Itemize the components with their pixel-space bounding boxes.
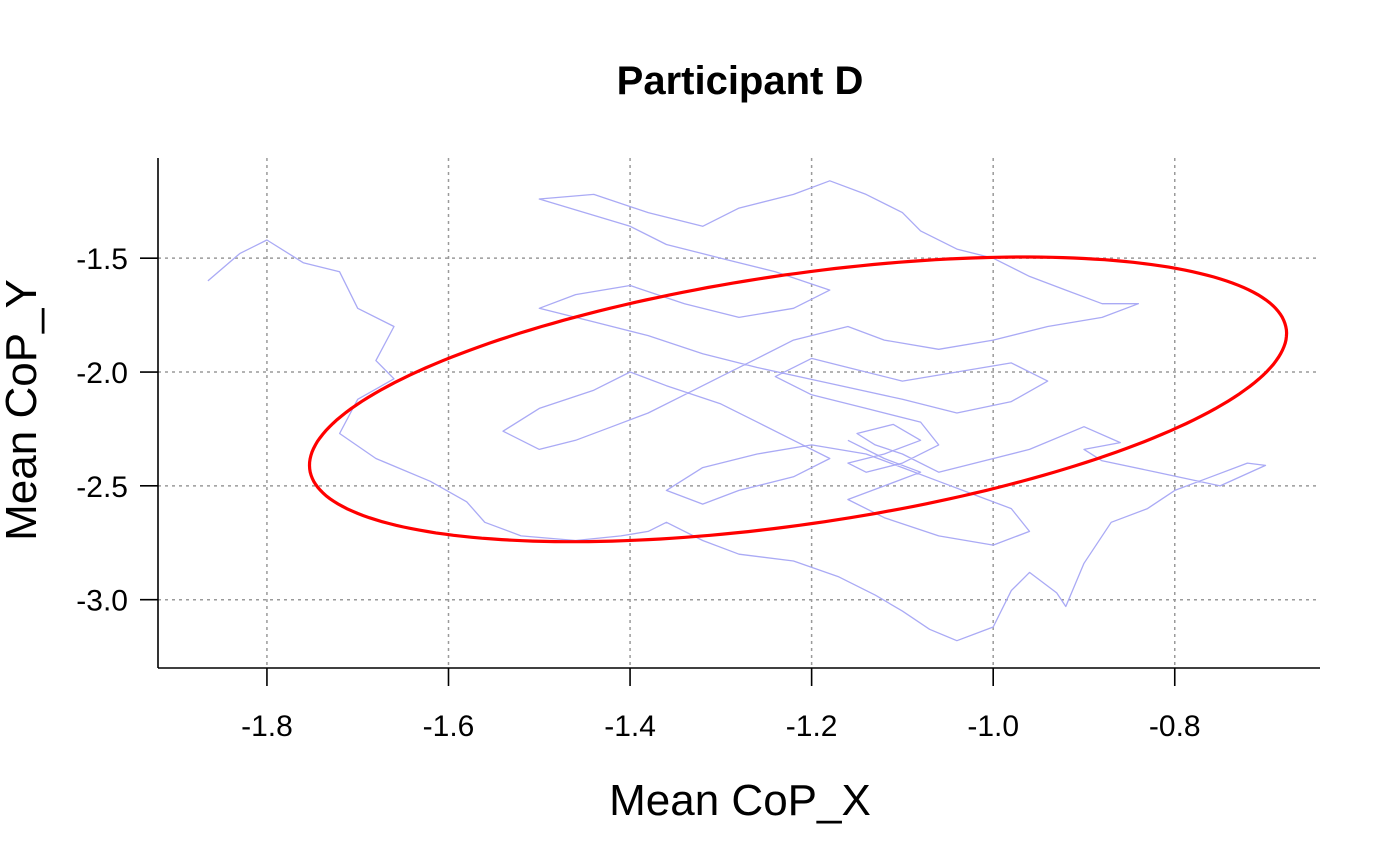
y-tick-label: -3.0 xyxy=(76,585,128,618)
x-tick-label: -1.8 xyxy=(241,710,293,743)
y-tick-label: -2.5 xyxy=(76,471,128,504)
x-tick-label: -1.6 xyxy=(423,710,475,743)
x-tick-label: -1.2 xyxy=(786,710,838,743)
ellipse-layer xyxy=(307,255,1289,544)
trace-layer xyxy=(207,180,1267,642)
y-axis-label: Mean CoP_Y xyxy=(0,279,46,541)
sway-trace-line xyxy=(207,180,1267,642)
y-tick-label: -2.0 xyxy=(76,357,128,390)
axes-layer xyxy=(157,158,1320,669)
ticks-layer: -1.8 -1.6 -1.4 -1.2 -1.0 -0.8 -1.5 -2.0 -2.5 -3.0 xyxy=(76,243,1200,743)
x-axis-label: Mean CoP_X xyxy=(609,776,871,825)
x-tick-label: -1.0 xyxy=(967,710,1019,743)
y-tick-label: -1.5 xyxy=(76,243,128,276)
grid-layer xyxy=(158,158,1320,668)
x-tick-label: -0.8 xyxy=(1149,710,1201,743)
x-tick-label: -1.4 xyxy=(604,710,656,743)
chart-title: Participant D xyxy=(617,59,864,103)
confidence-ellipse xyxy=(307,255,1289,544)
